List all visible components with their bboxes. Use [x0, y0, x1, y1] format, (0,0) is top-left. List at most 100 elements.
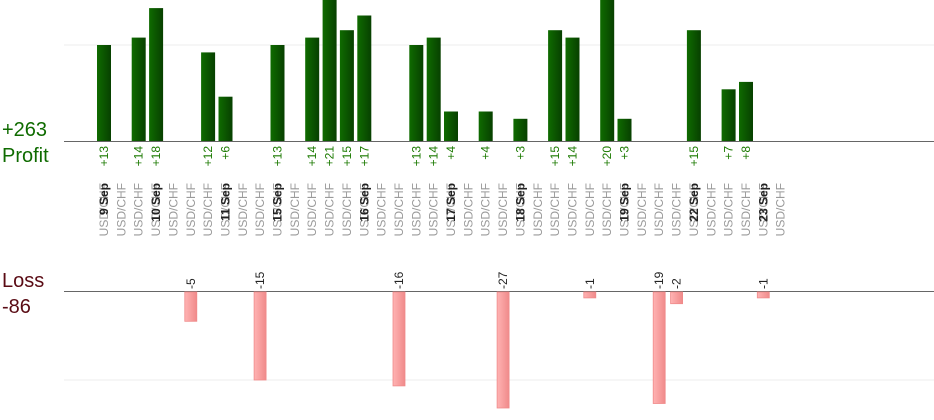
profit-value-label: +3	[513, 146, 527, 160]
profit-value-label: +20	[600, 146, 614, 167]
profit-bar	[97, 45, 111, 141]
profit-value-label: +12	[201, 146, 215, 167]
pair-tick-label: USD/CHF	[201, 183, 215, 236]
profit-value-label: +14	[427, 146, 441, 167]
profit-value-label: +3	[618, 146, 632, 160]
pair-tick-label: USD/CHF	[670, 183, 684, 236]
profit-value-label: +13	[97, 146, 111, 167]
date-tick-label: 18 Sep	[513, 183, 527, 222]
bars-layer	[97, 0, 770, 409]
loss-bar	[496, 291, 510, 409]
profit-total: +263	[2, 119, 48, 141]
date-tick-label: 17 Sep	[444, 183, 458, 222]
pair-tick-label: USD/CHF	[513, 183, 527, 236]
profit-bar	[409, 45, 424, 141]
profit-bar	[426, 37, 441, 141]
pair-tick-label: USD/CHF	[149, 183, 163, 236]
pair-tick-label: USD/CHF	[618, 183, 632, 236]
pair-tick-label: USD/CHF	[114, 183, 128, 236]
profit-bar	[201, 52, 216, 141]
pair-tick-label: USD/CHF	[392, 183, 406, 236]
pair-tick-label: USD/CHF	[236, 183, 250, 236]
date-tick-label: 10 Sep	[149, 183, 163, 222]
pair-tick-label: USD/CHF	[461, 183, 475, 236]
loss-total: -86	[2, 296, 31, 318]
pair-tick-label: USD/CHF	[132, 183, 146, 236]
profit-value-label: +7	[722, 146, 736, 160]
profit-value-label: +15	[340, 146, 354, 167]
pair-tick-label: USD/CHF	[427, 183, 441, 236]
date-tick-label: 19 Sep	[618, 183, 632, 222]
pair-tick-label: USD/CHF	[166, 183, 180, 236]
loss-value-label: -2	[670, 278, 684, 289]
profit-bar	[478, 111, 493, 141]
pair-tick-label: USD/CHF	[704, 183, 718, 236]
profit-bar	[513, 118, 528, 141]
pair-tick-label: USD/CHF	[635, 183, 649, 236]
profit-bar	[548, 30, 563, 142]
profit-label: Profit	[2, 145, 49, 167]
pair-tick-label: USD/CHF	[600, 183, 614, 236]
pair-tick-label: USD/CHF	[583, 183, 597, 236]
loss-bar	[184, 291, 198, 322]
loss-bar	[583, 291, 597, 299]
profit-value-label: +14	[132, 146, 146, 167]
profit-value-label: +6	[219, 146, 233, 160]
loss-label: Loss	[2, 270, 45, 292]
pair-tick-label: USD/CHF	[97, 183, 111, 236]
loss-bar	[670, 291, 683, 305]
profit-bar	[357, 15, 372, 141]
pair-tick-label: USD/CHF	[496, 183, 510, 236]
profit-value-label: +15	[687, 146, 701, 167]
profit-value-label: +15	[548, 146, 562, 167]
pair-tick-label: USD/CHF	[409, 183, 423, 236]
pair-tick-label: USD/CHF	[566, 183, 580, 236]
profit-value-label: +21	[323, 146, 337, 167]
loss-value-label: -1	[756, 278, 770, 289]
profit-value-label: +4	[479, 146, 493, 160]
profit-bar	[444, 111, 458, 141]
profit-value-label: +14	[305, 146, 319, 167]
loss-bar	[253, 291, 267, 381]
profit-bar	[218, 96, 233, 141]
profit-value-label: +17	[357, 146, 371, 167]
date-tick-label: 22 Sep	[687, 183, 701, 222]
profit-bar	[600, 0, 615, 141]
profit-value-label: +13	[409, 146, 423, 167]
profit-bar	[565, 37, 580, 141]
profit-bar	[617, 118, 632, 141]
profit-bar	[270, 45, 285, 141]
profit-value-label: +13	[271, 146, 285, 167]
date-tick-label: 16 Sep	[357, 183, 371, 222]
pair-tick-label: USD/CHF	[756, 183, 770, 236]
profit-bar	[721, 89, 736, 141]
pair-tick-label: USD/CHF	[739, 183, 753, 236]
pair-tick-label: USD/CHF	[722, 183, 736, 236]
loss-value-label: -15	[253, 271, 267, 289]
profit-bar	[739, 81, 753, 141]
pair-tick-label: USD/CHF	[531, 183, 545, 236]
loss-value-label: -19	[652, 271, 666, 289]
profit-bar	[339, 30, 354, 142]
profit-value-label: +8	[739, 146, 753, 160]
loss-value-label: -16	[392, 271, 406, 289]
pair-tick-label: USD/CHF	[340, 183, 354, 236]
loss-value-label: -1	[583, 278, 597, 289]
pair-tick-label: USD/CHF	[357, 183, 371, 236]
profit-bar	[322, 0, 337, 141]
pair-tick-label: USD/CHF	[184, 183, 198, 236]
pair-tick-label: USD/CHF	[323, 183, 337, 236]
date-tick-label: 23 Sep	[756, 183, 770, 222]
date-tick-label: 11 Sep	[219, 183, 233, 221]
loss-bar	[392, 291, 406, 387]
profit-value-label: +4	[444, 146, 458, 160]
pair-tick-label: USD/CHF	[375, 183, 389, 236]
loss-value-label: -27	[496, 271, 510, 289]
pair-tick-label: USD/CHF	[219, 183, 233, 236]
profit-value-label: +14	[566, 146, 580, 167]
pair-tick-label: USD/CHF	[271, 183, 285, 236]
pair-tick-label: USD/CHF	[687, 183, 701, 236]
profit-bar	[149, 8, 164, 141]
